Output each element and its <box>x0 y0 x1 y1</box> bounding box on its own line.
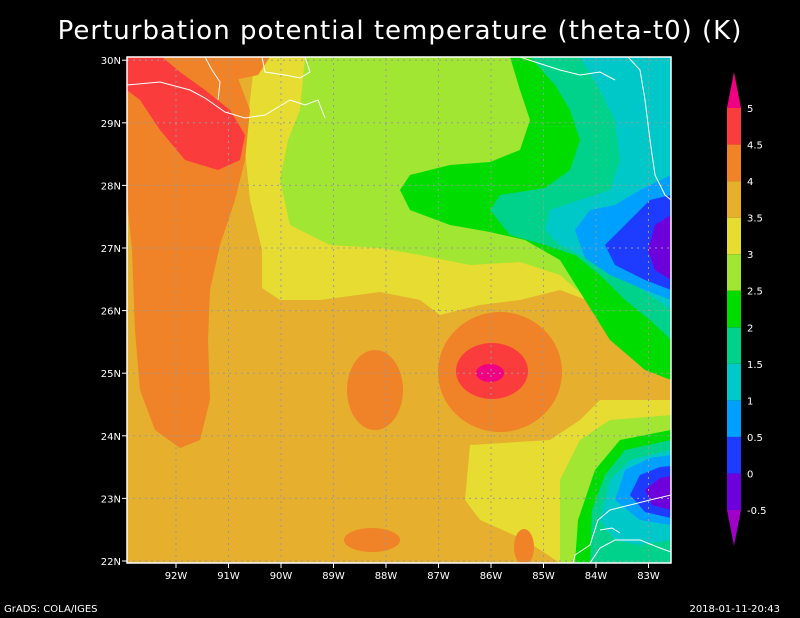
lat-tick-label: 29N <box>101 119 121 130</box>
lat-tick-label: 22N <box>101 557 121 568</box>
lon-tick-label: 90W <box>270 571 293 582</box>
lon-tick-label: 91W <box>217 571 240 582</box>
colorbar-segment <box>727 363 741 401</box>
colorbar-label: 5 <box>747 104 753 115</box>
lat-tick-label: 24N <box>101 432 121 443</box>
colorbar-label: 2.5 <box>747 287 763 298</box>
lat-tick-label: 27N <box>101 244 121 255</box>
lat-tick-label: 25N <box>101 369 121 380</box>
lat-tick-label: 28N <box>101 181 121 192</box>
chart-title: Perturbation potential temperature (thet… <box>57 16 743 46</box>
colorbar-segment <box>727 254 741 291</box>
lat-tick-label: 23N <box>101 494 121 505</box>
colorbar-label: 1 <box>747 396 753 407</box>
grid-lines <box>127 57 671 563</box>
fill-neg0.5-0-south <box>645 476 671 510</box>
fill-4-4.5-se <box>514 529 534 563</box>
colorbar: -0.5 0 0.5 1 1.5 2 2.5 3 3.5 4 4.5 5 <box>727 72 767 546</box>
contour-fill <box>127 57 671 563</box>
colorbar-label: 3 <box>747 250 753 261</box>
fill-4-4.5-north <box>170 57 270 82</box>
colorbar-segment <box>727 473 741 510</box>
colorbar-label: 4 <box>747 177 753 188</box>
lat-axis: 22N 23N 24N 25N 26N 27N 28N 29N 30N <box>101 56 127 568</box>
fill-neg0.5-0 <box>648 215 671 280</box>
colorbar-label: 4.5 <box>747 141 763 152</box>
lon-tick-label: 85W <box>532 571 555 582</box>
colorbar-label: 2 <box>747 323 753 334</box>
lon-tick-label: 86W <box>480 571 503 582</box>
lat-tick-label: 26N <box>101 307 121 318</box>
lon-tick-label: 88W <box>375 571 398 582</box>
colorbar-segment <box>727 181 741 218</box>
plot-frame <box>126 56 672 564</box>
fill-4-4.5-south <box>344 528 400 552</box>
colorbar-segment <box>727 436 741 474</box>
colorbar-segment <box>727 290 741 328</box>
lon-tick-label: 87W <box>427 571 450 582</box>
colorbar-label: 0 <box>747 469 753 480</box>
colorbar-label: 0.5 <box>747 433 763 444</box>
coastlines <box>127 57 671 563</box>
colorbar-label: 1.5 <box>747 360 763 371</box>
lon-tick-label: 84W <box>585 571 608 582</box>
colorbar-segment <box>727 72 741 108</box>
fill-4-4.5-mid <box>347 350 403 430</box>
colorbar-segment <box>727 400 741 437</box>
colorbar-segment <box>727 327 741 364</box>
colorbar-segment <box>727 108 741 145</box>
fill-gt5-center <box>476 364 504 382</box>
colorbar-segment <box>727 217 741 255</box>
lon-tick-label: 92W <box>165 571 188 582</box>
fill-4.5-5-west <box>127 57 245 170</box>
colorbar-segment <box>727 510 741 546</box>
colorbar-label: -0.5 <box>747 506 767 517</box>
lon-tick-label: 83W <box>637 571 660 582</box>
lat-tick-label: 30N <box>101 56 121 67</box>
footer-timestamp: 2018-01-11-20:43 <box>689 604 780 615</box>
colorbar-label: 3.5 <box>747 214 763 225</box>
footer-credit: GrADS: COLA/IGES <box>4 604 98 615</box>
lon-tick-label: 89W <box>322 571 345 582</box>
colorbar-segment <box>727 144 741 182</box>
lon-axis: 92W 91W 90W 89W 88W 87W 86W 85W 84W 83W <box>165 563 660 582</box>
